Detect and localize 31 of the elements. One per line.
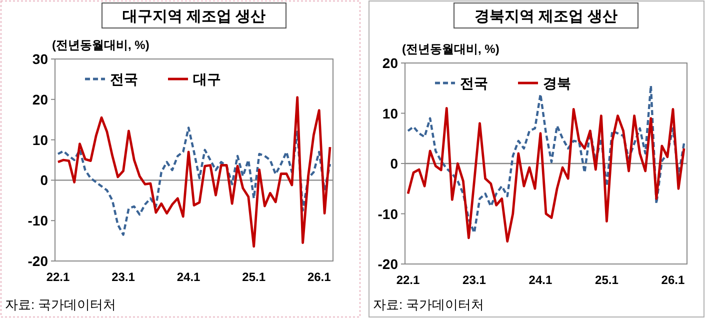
text: 자료: 국가데이터처 [5,297,116,312]
legend-label: 전국 [110,71,138,87]
x-tick-label: 23.1 [112,270,136,284]
y-axis-title: (전년동월대비, %) [402,42,500,56]
x-tick-label: 25.1 [242,270,266,284]
x-tick-label: 22.1 [46,270,70,284]
y-tick-label: -10 [28,212,48,229]
x-tick-label: 24.1 [528,273,552,287]
y-axis-title: (전년동월대비, %) [52,38,150,52]
y-tick-label: 20 [32,91,48,108]
text: 자료: 국가데이터처 [373,297,484,312]
legend-label: 전국 [460,75,488,91]
y-tick-label: 10 [382,105,398,122]
y-tick-label: 0 [40,172,48,188]
y-tick-label: 20 [382,55,398,71]
x-tick-label: 26.1 [661,273,685,287]
legend-label: 대구 [193,71,221,87]
chart-title: 대구지역 제조업 생산 [122,8,266,25]
x-tick-label: 22.1 [396,273,420,287]
y-tick-label: -20 [28,253,48,269]
y-tick-label: 10 [32,132,48,148]
x-tick-label: 24.1 [176,270,201,284]
x-tick-label: 25.1 [595,273,619,287]
legend-label: 경북 [543,75,571,91]
x-tick-label: 26.1 [307,270,332,284]
y-tick-label: 30 [32,51,48,67]
chart-title: 경북지역 제조업 생산 [474,8,618,25]
x-tick-label: 23.1 [462,273,486,287]
y-tick-label: -10 [378,206,398,222]
y-tick-label: 0 [390,156,398,172]
y-tick-label: -20 [378,256,398,272]
